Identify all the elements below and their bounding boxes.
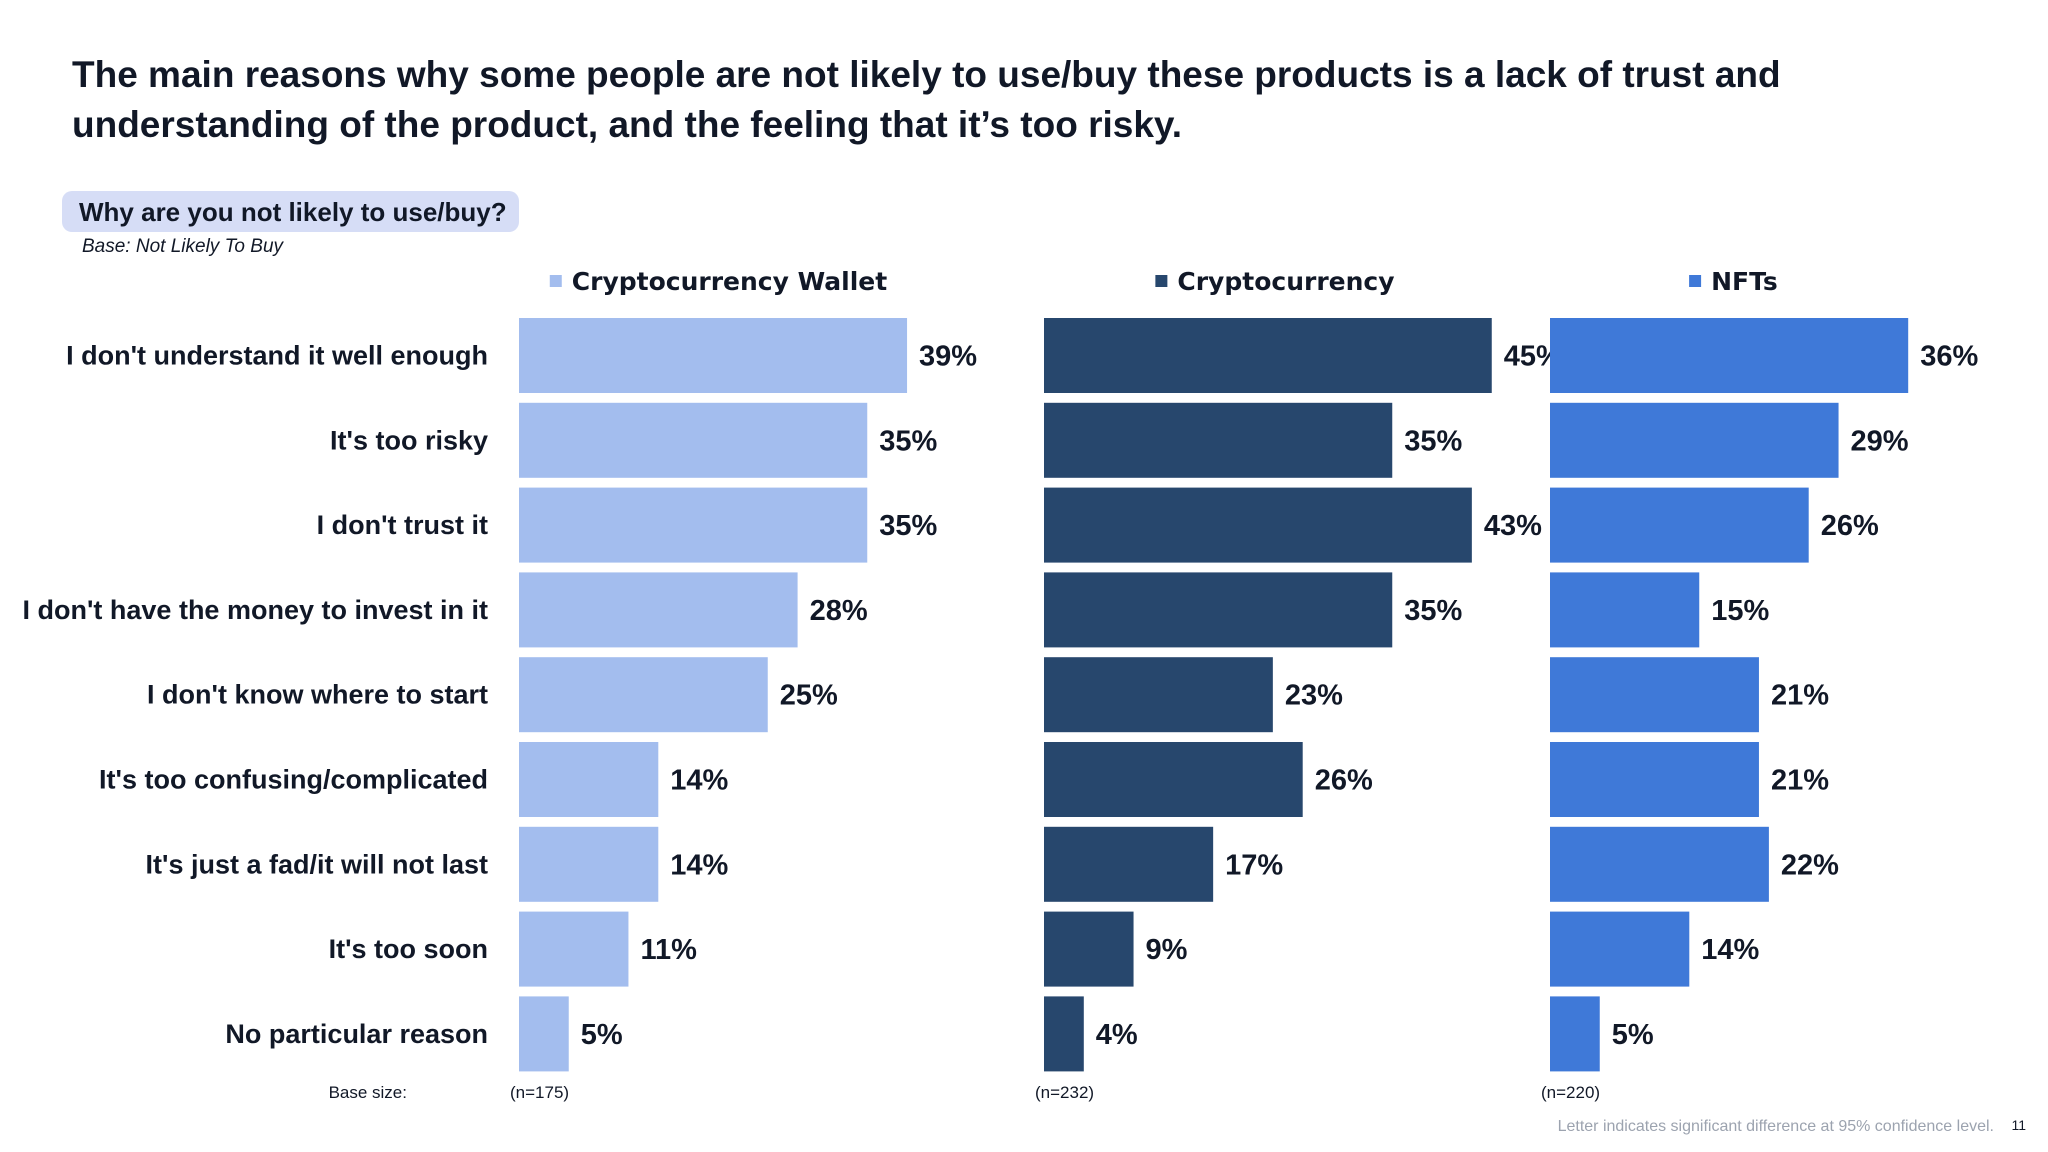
bar — [519, 826, 659, 902]
legend-swatch — [549, 275, 562, 287]
data-label: 36% — [1920, 341, 1978, 373]
data-label: 39% — [919, 341, 977, 373]
bar — [1550, 742, 1759, 817]
data-label: 15% — [1711, 595, 1769, 627]
data-label: 17% — [1225, 849, 1283, 881]
category-label: I don't understand it well enough — [66, 341, 488, 371]
category-label: I don't know where to start — [147, 680, 488, 710]
bar — [1550, 826, 1769, 902]
bar — [519, 572, 798, 648]
data-label: 26% — [1821, 510, 1879, 542]
bar — [519, 911, 629, 987]
data-label: 14% — [670, 849, 728, 881]
data-label: 4% — [1096, 1019, 1138, 1051]
bar — [1550, 318, 1909, 393]
legend-label: Cryptocurrency — [1177, 267, 1394, 296]
bar — [519, 402, 868, 478]
bar — [1044, 657, 1273, 733]
base-size-value: (n=220) — [1541, 1083, 1600, 1102]
page-number: 11 — [2011, 1117, 2026, 1133]
data-label: 23% — [1285, 680, 1343, 712]
data-label: 35% — [879, 425, 937, 457]
data-label: 35% — [1404, 595, 1462, 627]
base-size-value: (n=232) — [1035, 1083, 1094, 1102]
data-label: 35% — [879, 510, 937, 542]
data-label: 14% — [670, 765, 728, 797]
bar — [519, 996, 569, 1072]
data-label: 14% — [1701, 934, 1759, 966]
bar — [1044, 487, 1472, 563]
category-label: No particular reason — [225, 1019, 488, 1049]
footnote: Letter indicates significant difference … — [1557, 1118, 1994, 1135]
question-label: Why are you not likely to use/buy? — [62, 191, 519, 232]
bar — [1044, 911, 1134, 987]
legend-label: Cryptocurrency Wallet — [572, 267, 887, 296]
data-label: 25% — [780, 680, 838, 712]
data-label: 9% — [1146, 934, 1188, 966]
category-label: It's too soon — [329, 934, 488, 964]
legend-swatch — [1155, 275, 1168, 287]
data-label: 28% — [810, 595, 868, 627]
base-note: Base: Not Likely To Buy — [82, 236, 284, 257]
legend-swatch — [1689, 275, 1702, 287]
bar — [1550, 487, 1809, 563]
data-label: 35% — [1404, 425, 1462, 457]
bar — [1550, 911, 1690, 987]
data-label: 5% — [1612, 1019, 1654, 1051]
data-label: 21% — [1771, 765, 1829, 797]
category-label: It's too confusing/complicated — [99, 765, 488, 795]
data-label: 29% — [1851, 425, 1909, 457]
data-label: 11% — [640, 934, 697, 966]
data-label: 22% — [1781, 849, 1839, 881]
category-label: It's just a fad/it will not last — [146, 849, 488, 879]
category-label: It's too risky — [330, 425, 488, 455]
data-label: 21% — [1771, 680, 1829, 712]
data-label: 5% — [581, 1019, 623, 1051]
data-label: 43% — [1484, 510, 1542, 542]
bar — [1044, 402, 1393, 478]
page-title: The main reasons why some people are not… — [72, 54, 1781, 145]
bar — [1044, 572, 1393, 648]
legend-label: NFTs — [1711, 267, 1778, 296]
base-size-value: (n=175) — [510, 1083, 569, 1102]
data-label: 26% — [1315, 765, 1373, 797]
bar — [1550, 572, 1700, 648]
bar — [519, 657, 768, 733]
bar — [519, 487, 868, 563]
bar — [1044, 996, 1084, 1072]
bar — [1550, 657, 1759, 733]
bar — [519, 742, 659, 817]
base-size-label: Base size: — [329, 1083, 407, 1102]
bar — [519, 318, 908, 393]
category-label: I don't trust it — [317, 510, 488, 540]
bar — [1044, 826, 1214, 902]
bar — [1044, 742, 1303, 817]
category-label: I don't have the money to invest in it — [23, 595, 488, 625]
bar — [1550, 402, 1839, 478]
bar — [1044, 318, 1492, 393]
bar — [1550, 996, 1600, 1072]
